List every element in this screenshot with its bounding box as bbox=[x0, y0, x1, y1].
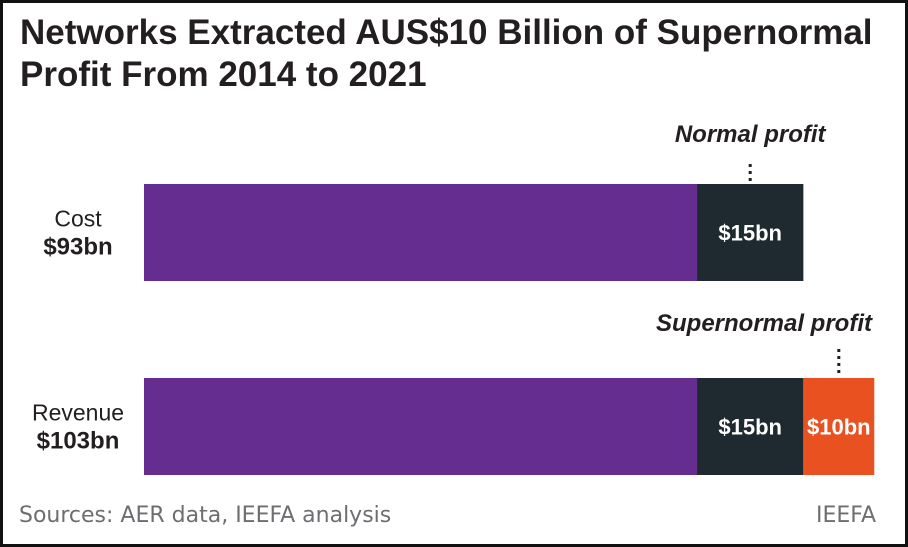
bar-segment-1-2 bbox=[803, 378, 875, 475]
annotation-0: Normal profit bbox=[675, 121, 827, 148]
row-label-0: Cost bbox=[54, 206, 102, 232]
bar-segment-0-1 bbox=[697, 184, 804, 281]
row-label-1: Revenue bbox=[32, 400, 124, 426]
source-note: Sources: AER data, IEEFA analysis bbox=[19, 503, 392, 528]
bar-segment-0-0 bbox=[144, 184, 698, 281]
bar-segment-1-1 bbox=[697, 378, 804, 475]
segment-label-1-1: $15bn bbox=[718, 415, 782, 440]
row-total-1: $103bn bbox=[37, 428, 120, 455]
segment-label-0-1: $15bn bbox=[718, 221, 782, 246]
annotation-1: Supernormal profit bbox=[656, 310, 873, 337]
row-total-0: $93bn bbox=[43, 234, 112, 261]
chart-title: Networks Extracted AUS$10 Billion of Sup… bbox=[20, 13, 873, 94]
segment-label-1-2: $10bn bbox=[807, 415, 871, 440]
bar-segment-1-0 bbox=[144, 378, 698, 475]
brand-label: IEEFA bbox=[816, 503, 876, 528]
